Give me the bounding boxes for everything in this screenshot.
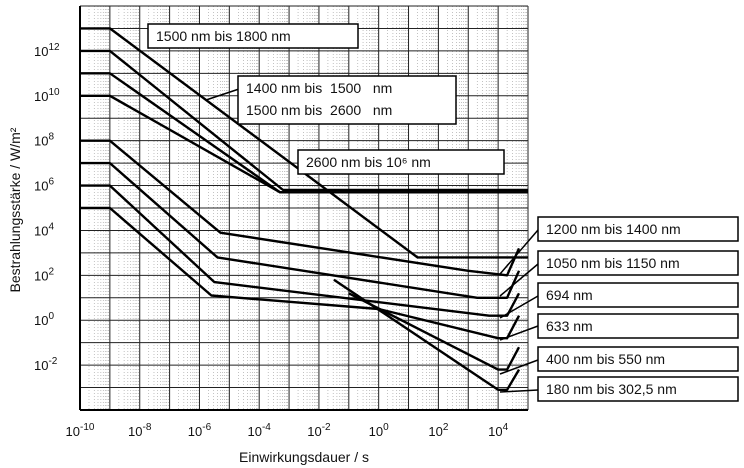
y-tick-label: 108	[34, 132, 54, 149]
series-label-box: 2600 nm bis 10⁶ nm	[297, 149, 505, 175]
series-label-text: 633 nm	[546, 318, 593, 334]
series-label-box: 180 nm bis 302,5 nm	[537, 376, 739, 402]
y-tick-label: 1010	[34, 87, 60, 104]
series-labels: 1500 nm bis 1800 nm 1400 nm bis 1500 nm 15…	[147, 23, 739, 402]
x-tick-label: 104	[488, 422, 508, 439]
series-label-box: 694 nm	[537, 282, 739, 308]
label-leader-line	[499, 295, 539, 319]
x-tick-labels: 10-10 10-8 10-6 10-4 10-2 100 102 104	[66, 422, 509, 439]
label-leader-line	[499, 229, 539, 275]
series-label-text: 1200 nm bis 1400 nm	[546, 221, 681, 237]
series-label-text: 1400 nm bis 1500 nm	[246, 80, 392, 96]
series-label-box: 1400 nm bis 1500 nm 1500 nm bis 2600 nm	[237, 75, 457, 125]
series-label-text: 180 nm bis 302,5 nm	[546, 381, 677, 397]
y-tick-label: 102	[34, 266, 54, 283]
series-label-box: 1200 nm bis 1400 nm	[537, 216, 739, 242]
x-tick-label: 102	[428, 422, 448, 439]
series-line	[80, 139, 521, 277]
series-label-box: 400 nm bis 550 nm	[537, 346, 739, 372]
label-leader-line	[499, 389, 539, 393]
series-label-box: 633 nm	[537, 313, 739, 339]
series-lines	[80, 27, 528, 391]
x-axis-title: Einwirkungsdauer / s	[239, 449, 369, 465]
y-axis-title: Bestrahlungsstärke / W/m²	[7, 127, 23, 292]
series-label-box: 1050 nm bis 1150 nm	[537, 250, 739, 276]
y-tick-label: 10-2	[34, 356, 58, 373]
series-label-text: 2600 nm bis 10⁶ nm	[306, 154, 431, 170]
x-tick-label: 10-10	[66, 422, 95, 439]
series-label-text: 1050 nm bis 1150 nm	[546, 255, 680, 271]
series-line	[80, 49, 528, 192]
series-line	[348, 292, 521, 371]
series-line	[80, 184, 521, 317]
y-tick-label: 106	[34, 177, 54, 194]
x-tick-label: 10-8	[128, 422, 152, 439]
series-line	[80, 206, 521, 340]
label-leader-line	[499, 359, 539, 375]
label-leader-line	[499, 263, 539, 297]
series-label-text: 400 nm bis 550 nm	[546, 351, 665, 367]
x-tick-label: 10-6	[188, 422, 212, 439]
series-line	[80, 27, 528, 259]
y-tick-label: 100	[34, 311, 54, 328]
y-tick-labels: 1012 1010 108 106 104 102 100 10-2	[34, 42, 60, 373]
series-label-text: 1500 nm bis 2600 nm	[246, 102, 392, 118]
x-tick-label: 10-2	[307, 422, 331, 439]
y-tick-label: 1012	[34, 42, 60, 59]
series-label-text: 694 nm	[546, 287, 593, 303]
y-tick-label: 104	[34, 221, 54, 238]
series-label-text: 1500 nm bis 1800 nm	[156, 28, 291, 44]
series-label-box: 1500 nm bis 1800 nm	[147, 23, 359, 49]
series-line	[80, 161, 521, 299]
x-tick-label: 10-4	[248, 422, 272, 439]
series-line	[80, 94, 528, 194]
label-leader-line	[205, 87, 243, 101]
x-tick-label: 100	[369, 422, 389, 439]
series-line	[333, 278, 521, 391]
label-leader-line	[499, 325, 539, 341]
